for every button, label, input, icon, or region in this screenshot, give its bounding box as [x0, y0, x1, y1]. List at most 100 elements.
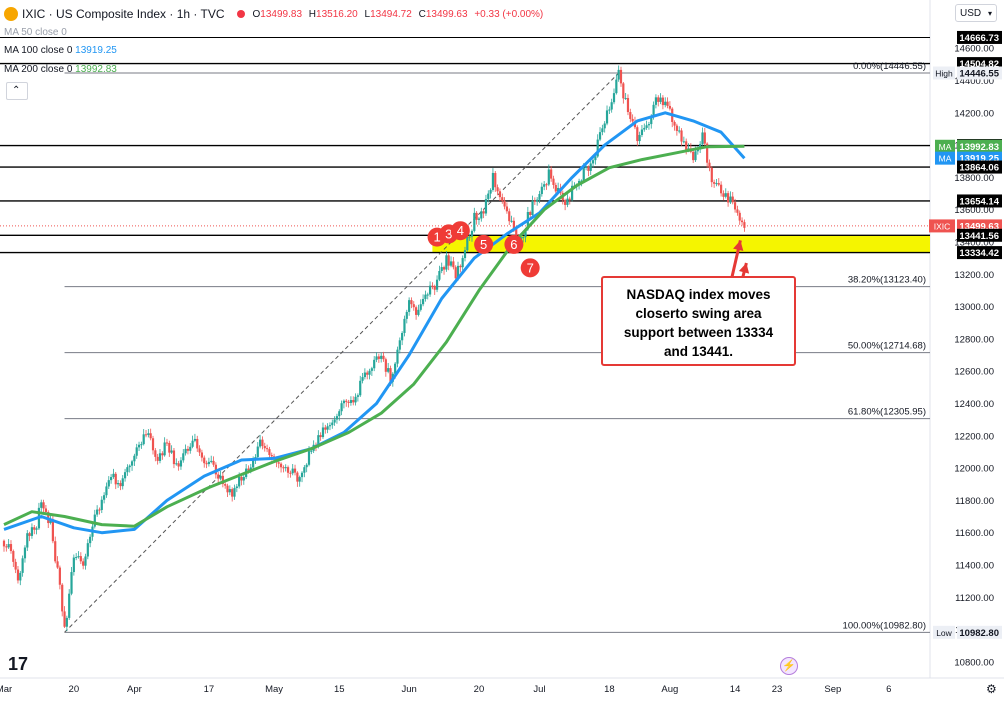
candle-body: [168, 442, 171, 453]
candle-body: [33, 527, 36, 530]
candle-body: [638, 135, 641, 142]
high-label: H: [308, 8, 317, 20]
candle-body: [158, 453, 162, 461]
candle-body: [328, 425, 332, 427]
candle-body: [5, 546, 8, 548]
time-tick-label: May: [265, 684, 283, 695]
candle-body: [587, 166, 590, 171]
candle-body: [608, 109, 611, 111]
chart-header: IXIC · US Composite Index · 1h · TVC O13…: [4, 4, 547, 24]
callout-line-1: NASDAQ index moves: [626, 287, 771, 302]
candle-body: [16, 569, 20, 581]
ma50-legend[interactable]: MA 50 close 0: [4, 27, 67, 38]
collapse-legend-button[interactable]: ⌃: [6, 82, 28, 100]
candle-body: [473, 212, 476, 231]
close-value: 13499.63: [425, 8, 468, 20]
price-tick-label: 12800.00: [954, 334, 994, 345]
candle-body: [289, 472, 292, 474]
candle-body: [554, 184, 557, 192]
candle-body: [596, 139, 599, 157]
candle-body: [547, 169, 550, 185]
candle-body: [617, 69, 620, 80]
candle-body: [615, 79, 618, 94]
candle-body: [603, 123, 606, 129]
candle-body: [482, 211, 485, 214]
tradingview-logo[interactable]: 17: [8, 654, 29, 674]
open-value: 13499.83: [260, 8, 303, 20]
candle-body: [128, 465, 131, 468]
open-label: O: [252, 8, 261, 20]
candle-body: [147, 433, 150, 435]
fib-level-label: 50.00%(12714.68): [848, 341, 926, 352]
candle-body: [191, 440, 194, 447]
candle-body: [177, 463, 180, 467]
candle-body: [568, 198, 571, 200]
candle-body: [265, 448, 269, 450]
candle-body: [23, 547, 27, 559]
candle-body: [664, 101, 667, 106]
symbol-title[interactable]: IXIC · US Composite Index · 1h · TVC: [22, 7, 225, 21]
candle-body: [333, 419, 336, 423]
lightning-icon[interactable]: ⚡: [780, 657, 798, 675]
price-label-text: 13499.63: [959, 221, 999, 232]
candle-body: [226, 485, 229, 493]
candle-body: [279, 463, 283, 468]
candle-body: [184, 448, 187, 454]
candle-body: [394, 363, 397, 374]
candle-body: [736, 209, 739, 213]
candle-body: [163, 442, 166, 456]
candle-body: [186, 448, 190, 451]
candle-body: [161, 453, 164, 456]
change-value: +0.33 (+0.00%): [474, 8, 544, 20]
gear-icon[interactable]: ⚙: [986, 682, 997, 696]
candle-body: [51, 519, 54, 542]
candle-body: [363, 372, 366, 378]
candle-body: [256, 446, 259, 458]
price-tick-label: 13800.00: [954, 173, 994, 184]
candle-body: [70, 572, 73, 594]
candle-body: [708, 162, 711, 168]
time-tick-label: 23: [772, 684, 783, 695]
price-label-text: 13334.42: [959, 248, 999, 259]
price-label-text: 10982.80: [959, 628, 999, 639]
price-tick-label: 10800.00: [954, 657, 994, 668]
fib-level-label: 61.80%(12305.95): [848, 407, 926, 418]
candle-body: [347, 401, 350, 403]
price-tick-label: 13400.00: [954, 238, 994, 249]
arrow-head: [733, 240, 744, 251]
candle-body: [729, 196, 732, 203]
currency-select[interactable]: USD ▾: [955, 4, 997, 22]
candle-body: [685, 141, 688, 151]
candle-body: [54, 541, 57, 562]
candle-body: [126, 467, 129, 473]
candle-body: [340, 403, 343, 412]
swing-marker: [450, 221, 470, 241]
candle-body: [219, 475, 222, 479]
candle-body: [645, 125, 648, 128]
support-zone: [432, 235, 930, 253]
candle-body: [505, 206, 509, 212]
candle-body: [307, 451, 311, 465]
candle-body: [361, 377, 364, 381]
candle-body: [401, 332, 404, 341]
candle-body: [715, 183, 718, 185]
time-tick-label: Apr: [127, 684, 142, 695]
candle-body: [200, 452, 204, 458]
candle-body: [654, 97, 658, 105]
candle-body: [75, 557, 78, 559]
ma100-legend[interactable]: MA 100 close 0 13919.25: [4, 45, 117, 56]
ma100-line: [3, 111, 746, 535]
high-value: 13516.20: [316, 8, 358, 20]
candle-body: [387, 368, 390, 372]
time-tick-label: Mar: [0, 684, 12, 695]
candle-body: [510, 220, 513, 222]
swing-marker-label: 5: [480, 237, 487, 252]
low-label: L: [364, 8, 371, 20]
candle-body: [673, 121, 676, 126]
candle-body: [477, 218, 481, 220]
price-tag-name: High: [935, 69, 953, 79]
candle-body: [77, 556, 80, 558]
candle-body: [438, 270, 441, 280]
ma200-legend[interactable]: MA 200 close 0 13992.83: [4, 64, 117, 75]
